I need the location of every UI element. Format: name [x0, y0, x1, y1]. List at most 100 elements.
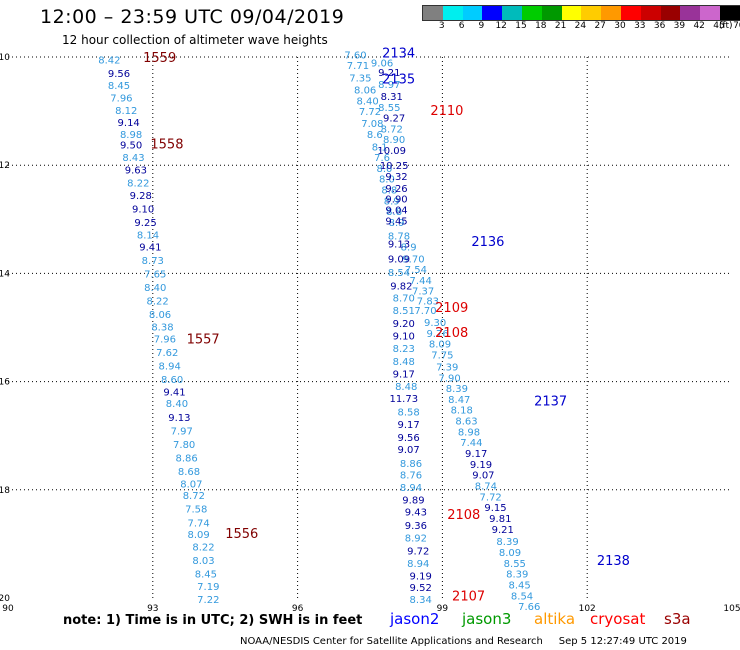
legend-s3a: s3a: [664, 610, 691, 628]
wave-height-reading: 7.62: [156, 348, 178, 359]
wave-height-reading: 8.8: [386, 207, 402, 218]
colorbar-label: 21: [554, 21, 567, 31]
x-tick-label: 93: [147, 604, 158, 614]
colorbar-swatch: [660, 6, 681, 20]
wave-height-reading: 7.44: [410, 276, 432, 287]
colorbar-unit: (ft): [719, 21, 733, 31]
wave-height-reading: 8.39: [446, 384, 468, 395]
y-tick-label: -20: [0, 594, 10, 604]
wave-height-reading: 9.76: [426, 329, 448, 340]
track-label: 2137: [534, 395, 567, 410]
wave-height-reading: 8.8: [381, 186, 397, 197]
wave-height-reading: 8.72: [183, 491, 205, 502]
wave-height-reading: 9.82: [390, 281, 412, 292]
wave-height-reading: 9.81: [489, 514, 511, 525]
wave-height-reading: 9.20: [393, 319, 415, 330]
wave-height-reading: 8.14: [137, 230, 159, 241]
wave-height-reading: 7.08: [361, 119, 383, 130]
wave-height-reading: 8.1: [372, 142, 388, 153]
wave-height-reading: 7.44: [460, 438, 482, 449]
track-label: 1559: [143, 51, 176, 66]
track-label: 2109: [435, 301, 468, 316]
wave-height-reading: 7.96: [110, 94, 132, 105]
x-tick-label: 102: [579, 604, 596, 614]
wave-height-reading: 8.45: [195, 570, 217, 581]
track-label: 2134: [382, 47, 415, 62]
wave-height-reading: 9.21: [492, 525, 514, 536]
wave-height-reading: 9.52: [410, 583, 432, 594]
track-label: 2138: [597, 554, 630, 569]
wave-height-reading: 9.56: [397, 433, 419, 444]
wave-height-reading: 7.72: [480, 492, 502, 503]
wave-height-reading: 8.43: [122, 153, 144, 164]
colorbar-swatch: [581, 6, 602, 20]
wave-height-reading: 8.94: [400, 483, 422, 494]
wave-height-reading: 9.06: [371, 58, 393, 69]
wave-height-reading: 9.17: [397, 420, 419, 431]
wave-height-reading: 7.22: [197, 595, 219, 606]
wave-height-reading: 9.10: [132, 204, 154, 215]
track-label: 1557: [187, 332, 220, 347]
wave-height-reading: 8.55: [378, 103, 400, 114]
wave-height-reading: 9.30: [424, 318, 446, 329]
colorbar-label: 6: [458, 21, 465, 31]
wave-height-reading: 7.39: [436, 362, 458, 373]
wave-height-reading: 8.98: [120, 130, 142, 141]
legend-jason2: jason2: [390, 610, 440, 628]
wave-height-reading: 7.6: [374, 153, 390, 164]
wave-height-reading: 8.42: [98, 56, 120, 67]
colorbar-label: 9: [478, 21, 485, 31]
wave-height-reading: 9.14: [118, 118, 140, 129]
wave-height-reading: 10.25: [380, 161, 409, 172]
wave-height-reading: 8.0: [377, 164, 393, 175]
colorbar-label: 15: [515, 21, 527, 31]
wave-height-reading: 8.54: [511, 591, 533, 602]
wave-height-reading: 9.19: [470, 460, 492, 471]
wave-height-reading: 7.75: [431, 351, 453, 362]
wave-height-reading: 9.25: [134, 218, 156, 229]
colorbar-label: 36: [653, 21, 666, 31]
colorbar-label: 30: [614, 21, 626, 31]
x-tick-label: 99: [437, 604, 449, 614]
timestamp-text: Sep 5 12:27:49 UTC 2019: [558, 636, 687, 647]
wave-height-reading: 8.06: [149, 310, 171, 321]
y-tick-label: -16: [0, 378, 10, 388]
colorbar-swatch: [719, 6, 740, 20]
colorbar-swatch: [541, 6, 562, 20]
colorbar-swatch: [680, 6, 701, 20]
wave-height-reading: 8.9: [389, 218, 405, 229]
wave-height-reading: 8.98: [458, 427, 480, 438]
wave-height-reading: 9.13: [388, 240, 410, 251]
wave-height-reading: 7.19: [197, 582, 219, 593]
wave-height-reading: 7.72: [359, 107, 381, 118]
wave-height-reading: 8.09: [188, 530, 210, 541]
colorbar-label: 12: [495, 21, 507, 31]
wave-height-reading: 9.28: [130, 191, 152, 202]
colorbar-swatch: [442, 6, 463, 20]
wave-height-reading: 7.90: [439, 373, 461, 384]
wave-height-reading: 7.60: [344, 50, 366, 61]
track-label: 1558: [150, 138, 183, 153]
track-label: 1556: [225, 527, 258, 542]
wave-height-reading: 9.17: [393, 369, 415, 380]
wave-height-reading: 8.94: [407, 559, 429, 570]
wave-height-reading: 8.94: [159, 361, 181, 372]
wave-height-reading: 8.23: [393, 344, 415, 355]
colorbar-label: 45: [713, 21, 725, 31]
wave-height-reading: 8.03: [192, 556, 214, 567]
wave-height-reading: 9.50: [120, 141, 142, 152]
colorbar-label: 33: [634, 21, 646, 31]
wave-height-reading: 8.86: [175, 453, 197, 464]
wave-height-reading: 8.63: [455, 417, 477, 428]
wave-height-reading: 7.83: [417, 296, 439, 307]
colorbar-swatch: [601, 6, 621, 20]
wave-height-reading: 8.48: [393, 357, 415, 368]
wave-height-reading: 8.60: [161, 375, 183, 386]
x-tick-label: 105: [723, 604, 740, 614]
wave-height-reading: 7.65: [144, 269, 166, 280]
wave-height-reading: 9.15: [484, 503, 506, 514]
wave-height-reading: 8.22: [146, 296, 168, 307]
wave-height-reading: 8.09: [429, 340, 451, 351]
